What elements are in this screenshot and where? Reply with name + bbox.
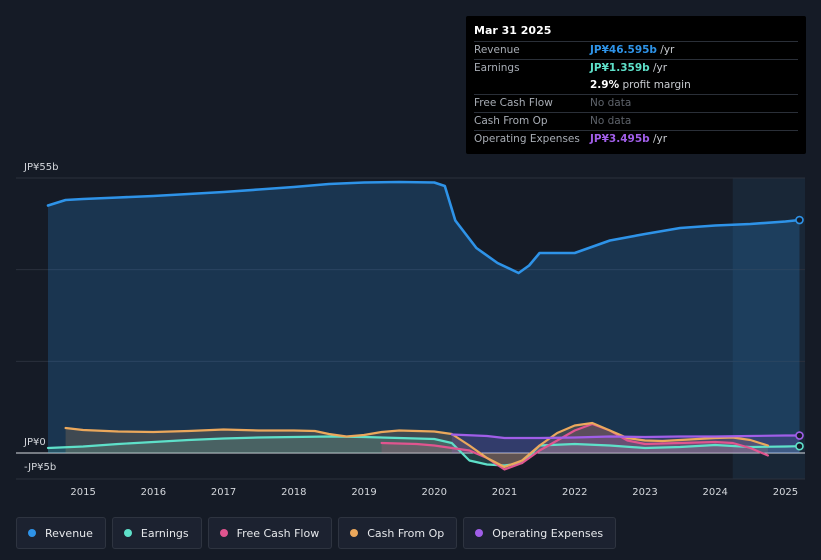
tooltip-value: JP¥1.359b <box>590 62 650 74</box>
x-tick-label: 2015 <box>70 487 95 498</box>
tooltip-row-earnings: Earnings JP¥1.359b /yr <box>474 59 798 77</box>
legend-label: Cash From Op <box>367 526 445 540</box>
tooltip-label: Operating Expenses <box>474 133 580 145</box>
legend-item-revenue[interactable]: Revenue <box>16 517 106 549</box>
legend-item-free-cash-flow[interactable]: Free Cash Flow <box>207 517 333 549</box>
x-tick-label: 2021 <box>492 487 517 498</box>
chart: JP¥55b JP¥0 -JP¥5b 2015 2016 2017 2018 2019 2020… <box>16 162 805 498</box>
tooltip-row-operating-expenses: Operating Expenses JP¥3.495b /yr <box>474 130 798 148</box>
legend-item-operating-expenses[interactable]: Operating Expenses <box>463 517 617 549</box>
earnings-dot-icon <box>123 529 132 537</box>
y-tick-label: -JP¥5b <box>24 462 56 473</box>
y-tick-label: JP¥0 <box>23 437 46 448</box>
earnings-line <box>46 435 801 467</box>
tooltip-row-cash-from-op: Cash From Op No data <box>474 112 798 130</box>
earnings-end-marker <box>795 441 804 451</box>
tooltip-row-margin: 2.9% profit margin <box>474 77 798 94</box>
operating-expenses-end-marker <box>795 431 804 440</box>
cash-from-op-dot-icon <box>350 529 359 537</box>
tooltip-date: Mar 31 2025 <box>474 24 552 37</box>
tooltip-label: Cash From Op <box>474 115 548 127</box>
x-tick-label: 2020 <box>422 487 447 498</box>
free-cash-flow-dot-icon <box>219 529 228 537</box>
tooltip-value: No data <box>590 97 632 109</box>
tooltip-label: Free Cash Flow <box>474 97 553 109</box>
x-tick-label: 2017 <box>211 487 236 498</box>
tooltip-unit: profit margin <box>619 79 691 91</box>
y-tick-label: JP¥55b <box>23 162 58 173</box>
tooltip-value: No data <box>590 115 632 127</box>
tooltip-value: JP¥3.495b <box>590 133 650 145</box>
x-tick-label: 2024 <box>702 487 727 498</box>
x-tick-label: 2019 <box>351 487 376 498</box>
operating-expenses-dot-icon <box>475 529 484 537</box>
x-tick-label: 2016 <box>141 487 166 498</box>
tooltip-unit: /yr <box>649 133 668 145</box>
x-tick-label: 2018 <box>281 487 306 498</box>
legend-label: Earnings <box>140 526 189 540</box>
legend-item-cash-from-op[interactable]: Cash From Op <box>338 517 458 549</box>
tooltip-row-revenue: Revenue JP¥46.595b /yr <box>474 41 798 59</box>
cash-from-op-line <box>64 421 769 469</box>
free-cash-flow-area <box>381 424 768 470</box>
tooltip-row-free-cash-flow: Free Cash Flow No data <box>474 94 798 112</box>
revenue-area <box>48 182 800 453</box>
tooltip-label: Earnings <box>474 62 520 74</box>
data-tooltip: Mar 31 2025 Revenue JP¥46.595b /yr Earni… <box>466 16 806 154</box>
legend-label: Free Cash Flow <box>236 526 320 540</box>
x-tick-label: 2022 <box>562 487 587 498</box>
legend-item-earnings[interactable]: Earnings <box>111 517 202 549</box>
revenue-line <box>46 180 801 275</box>
tooltip-label: Revenue <box>474 44 520 56</box>
x-tick-label: 2023 <box>632 487 657 498</box>
operating-expenses-line <box>450 433 801 440</box>
tooltip-value: JP¥46.595b <box>590 44 657 56</box>
free-cash-flow-line <box>380 422 769 471</box>
earnings-area <box>48 436 800 466</box>
tooltip-value: 2.9% <box>590 79 620 91</box>
tooltip-unit: /yr <box>656 44 675 56</box>
x-tick-label: 2025 <box>773 487 798 498</box>
revenue-end-marker <box>795 215 804 225</box>
chart-legend: Revenue Earnings Free Cash Flow Cash Fro… <box>16 517 617 549</box>
revenue-dot-icon <box>28 529 36 537</box>
legend-label: Operating Expenses <box>492 526 604 540</box>
tooltip-label <box>474 77 590 94</box>
tooltip-unit: /yr <box>649 62 668 74</box>
forecast-highlight-region <box>732 178 805 479</box>
legend-label: Revenue <box>45 526 93 540</box>
